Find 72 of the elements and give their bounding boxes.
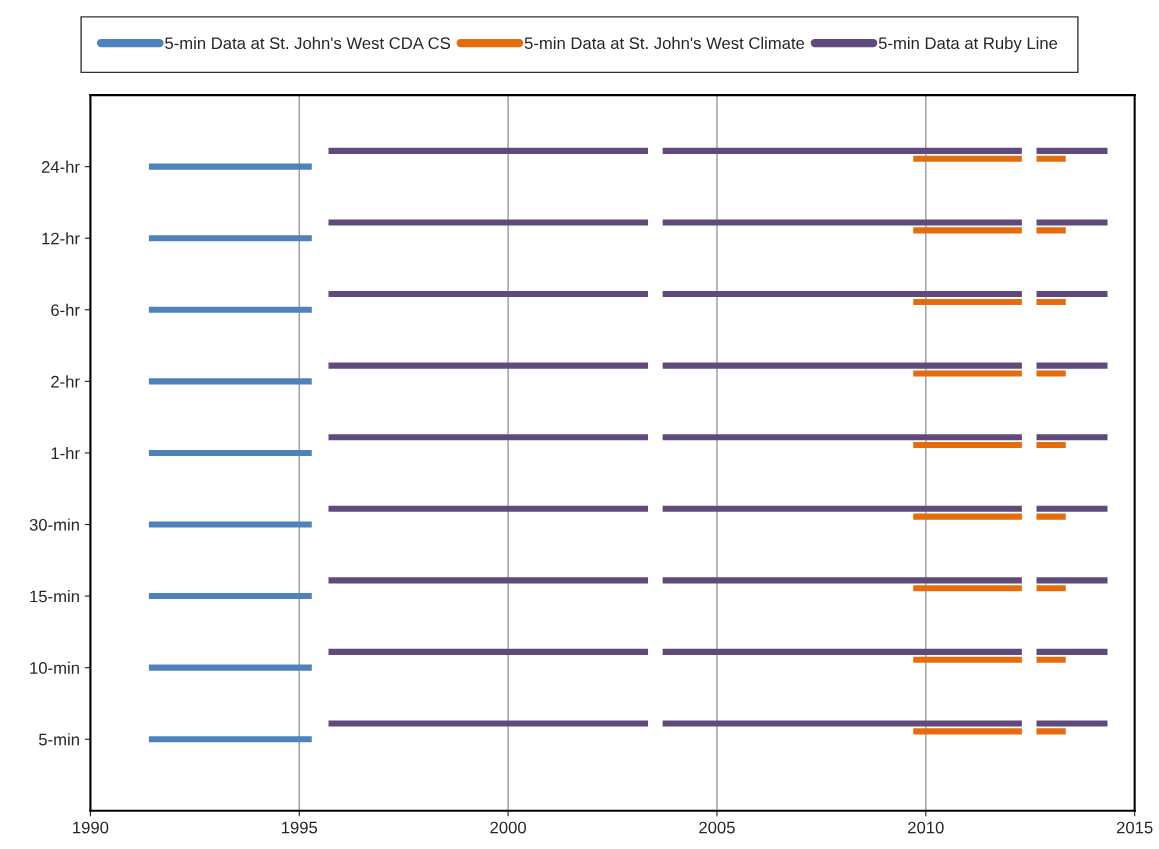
legend-label: 5-min Data at Ruby Line — [878, 36, 1058, 53]
bar — [328, 505, 649, 512]
bar — [913, 585, 1022, 592]
x-tick-label: 2015 — [1116, 821, 1153, 834]
bar — [328, 291, 649, 298]
bar — [1036, 585, 1066, 592]
bar — [662, 577, 1022, 584]
bar — [1036, 155, 1066, 162]
bar — [662, 720, 1022, 727]
y-tick-label: 24-hr — [41, 160, 80, 173]
bar — [913, 728, 1022, 735]
bar — [913, 155, 1022, 162]
bar — [328, 434, 649, 441]
bar — [148, 449, 312, 456]
bar — [148, 664, 312, 671]
bar — [148, 593, 312, 600]
bar — [328, 219, 649, 226]
bar — [328, 147, 649, 154]
bar — [1036, 720, 1108, 727]
bar — [662, 648, 1022, 655]
bar — [1036, 442, 1066, 449]
bar — [328, 720, 649, 727]
bar — [148, 521, 312, 528]
bar — [1036, 362, 1108, 369]
bar — [1036, 298, 1066, 305]
x-tick-label: 2010 — [908, 821, 944, 834]
x-tick-label: 2000 — [490, 821, 526, 834]
bar — [328, 648, 649, 655]
bar — [148, 163, 312, 170]
bar — [1036, 728, 1066, 735]
bar — [1036, 577, 1108, 584]
bar — [662, 505, 1022, 512]
x-tick-label: 1995 — [281, 821, 318, 834]
x-tick-label: 2005 — [699, 821, 735, 834]
bar — [662, 147, 1022, 154]
bar — [662, 362, 1022, 369]
bar — [1036, 505, 1108, 512]
bar — [913, 298, 1022, 305]
bar — [1036, 219, 1108, 226]
bar — [328, 577, 649, 584]
bar — [148, 306, 312, 313]
x-tick-label: 1990 — [73, 821, 109, 834]
legend-label: 5-min Data at St. John's West Climate — [524, 36, 805, 50]
bar — [913, 370, 1022, 377]
y-tick-label: 5-min — [38, 733, 79, 746]
bar — [913, 656, 1022, 663]
bar — [148, 378, 312, 385]
y-tick-label: 30-min — [29, 518, 79, 531]
y-tick-label: 15-min — [30, 590, 79, 603]
bar — [148, 235, 312, 242]
legend-label: 5-min Data at St. John's West CDA CS — [165, 36, 451, 50]
bar — [328, 362, 649, 369]
y-tick-label: 10-min — [30, 661, 79, 674]
bar — [662, 291, 1022, 298]
bar — [913, 227, 1022, 234]
bar — [662, 219, 1022, 226]
bar — [148, 736, 312, 743]
bar — [1036, 370, 1066, 377]
y-tick-label: 6-hr — [51, 303, 80, 316]
bar — [1036, 291, 1108, 298]
bar — [1036, 434, 1108, 441]
bar — [1036, 648, 1108, 655]
y-tick-label: 2-hr — [51, 375, 80, 388]
y-tick-label: 12-hr — [42, 232, 80, 245]
bar — [1036, 656, 1066, 663]
bar — [662, 434, 1022, 441]
bar — [1036, 513, 1066, 520]
bar — [913, 513, 1022, 520]
bar — [1036, 227, 1066, 234]
y-tick-label: 1-hr — [51, 446, 80, 459]
bar — [1036, 147, 1108, 154]
bar — [913, 442, 1022, 449]
